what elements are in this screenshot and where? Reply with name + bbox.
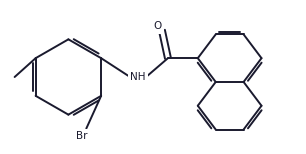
Text: NH: NH — [130, 72, 146, 82]
Text: O: O — [154, 21, 162, 31]
Text: Br: Br — [76, 132, 87, 142]
